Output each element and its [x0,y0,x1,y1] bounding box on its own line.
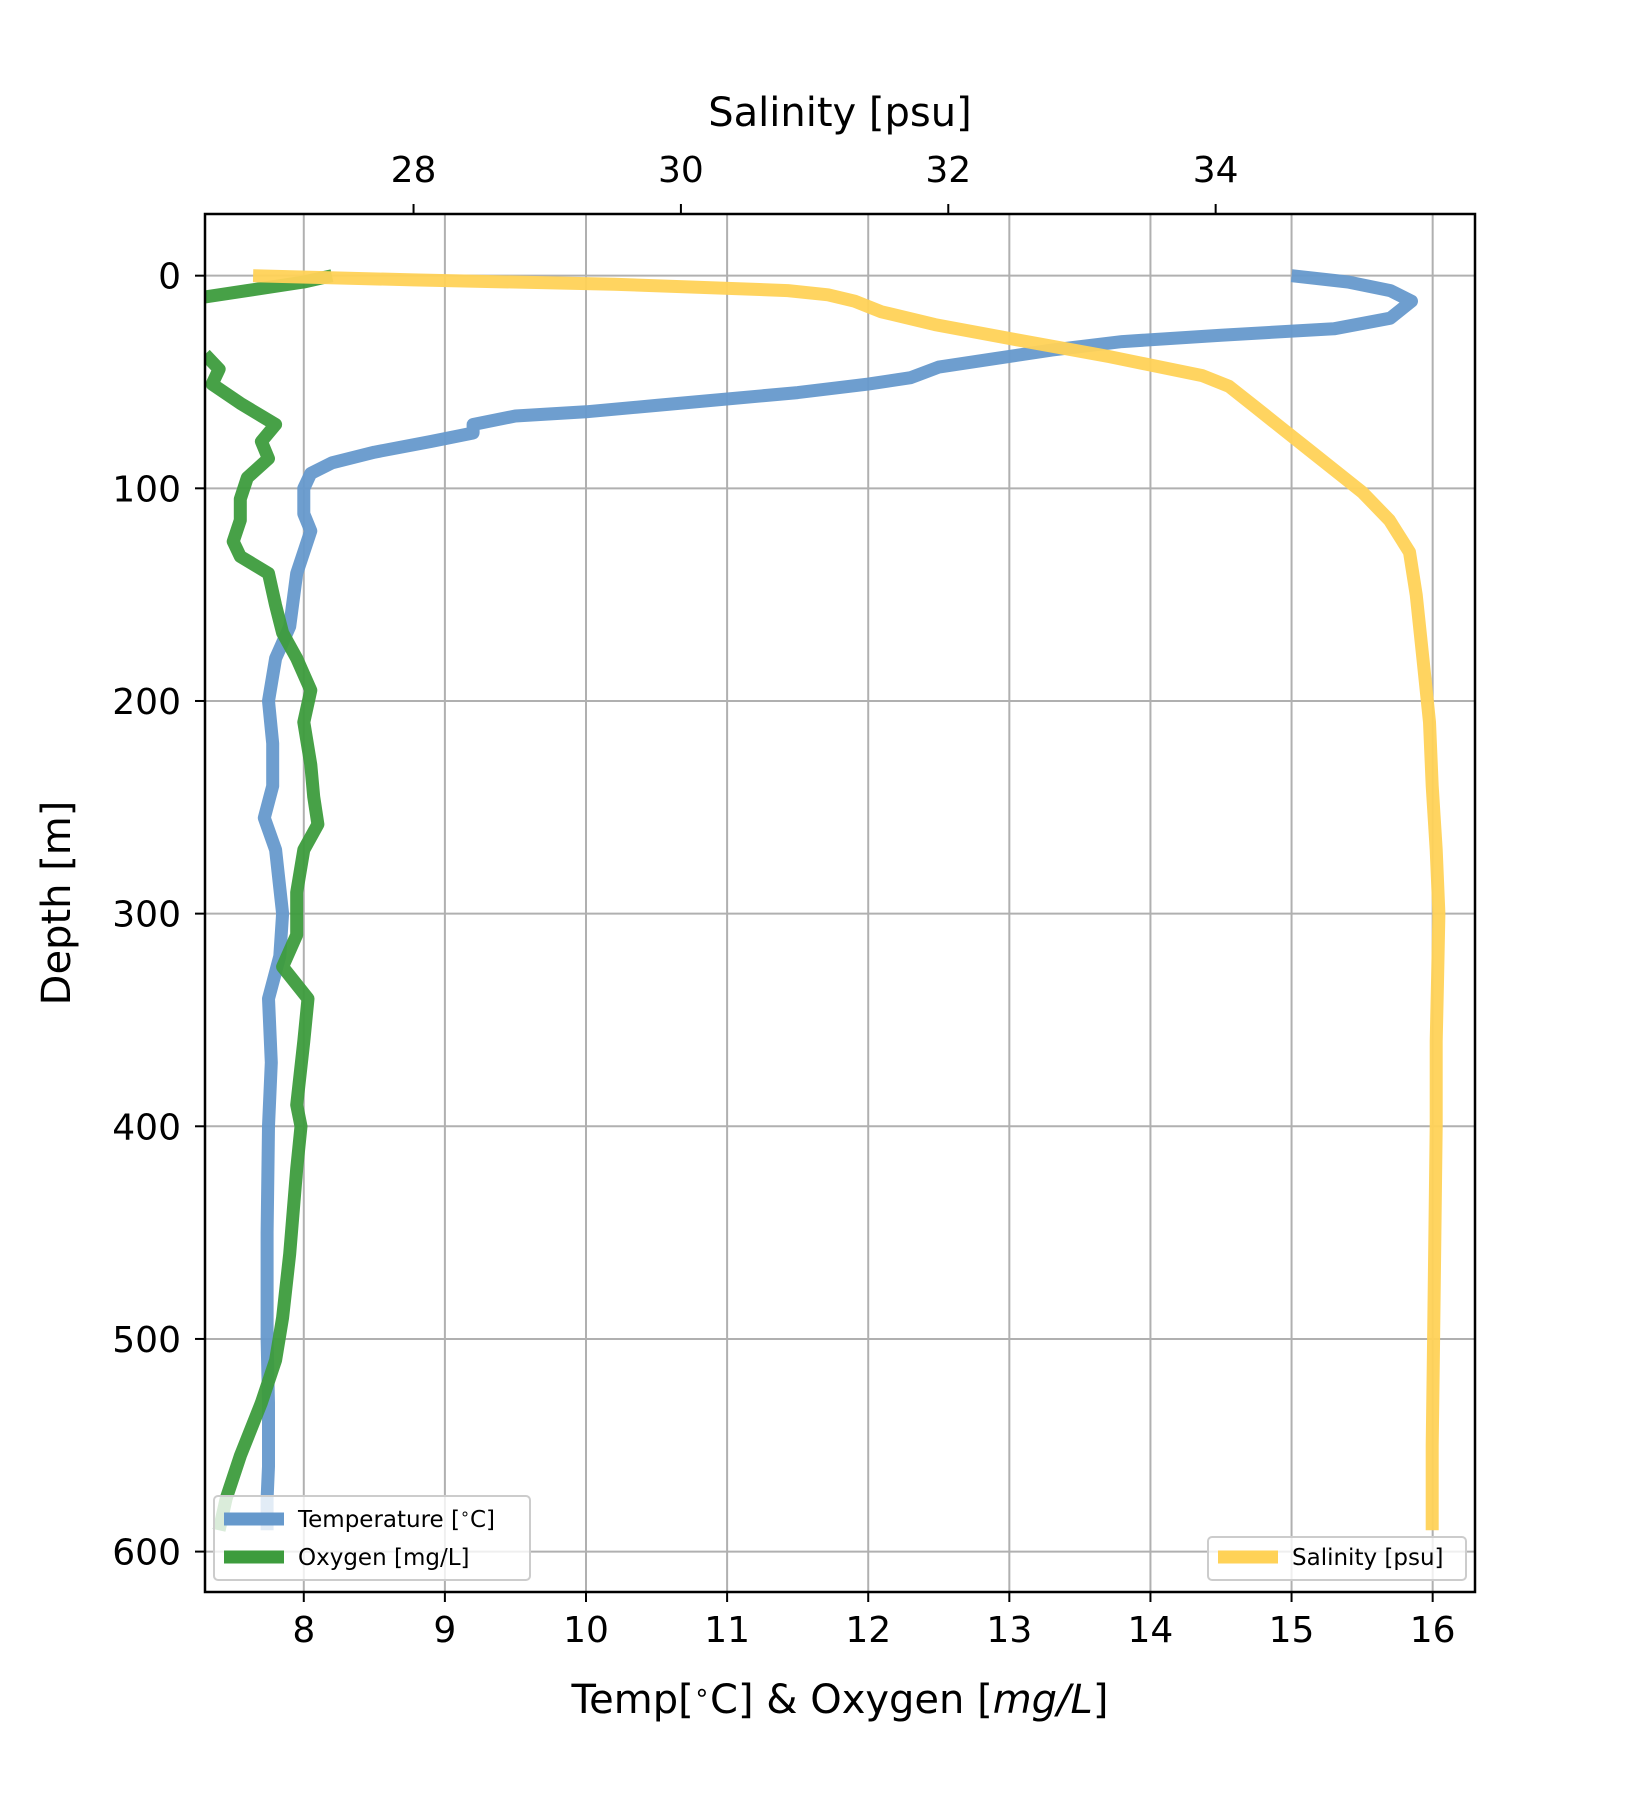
y-tick-label: 600 [112,1533,181,1574]
legend-label-oxygen: Oxygen [mg/L] [298,1545,469,1571]
y-tick-label: 0 [158,257,181,298]
x-tick-label-bottom: 16 [1410,1610,1456,1651]
series-line-temperature [257,269,1418,1531]
x-tick-label-top: 28 [391,150,437,191]
y-axis-title: Depth [m] [34,801,80,1006]
series-layer [205,269,1446,1532]
x-tick-label-bottom: 13 [986,1610,1032,1651]
x-tick-label-bottom: 8 [292,1610,315,1651]
y-tick-label: 500 [112,1320,181,1361]
x-tick-label-top: 32 [925,150,971,191]
series-line-salinity [252,269,1446,1531]
y-tick-label: 300 [112,895,181,936]
y-tick-label: 200 [112,682,181,723]
x-axis-title-top: Salinity [psu] [708,90,971,136]
legend-box [213,1495,531,1581]
grid-lines [205,214,1475,1592]
legend-label-temperature: Temperature [∘C] [297,1504,495,1533]
y-tick-label: 400 [112,1107,181,1148]
plot-frame [203,212,1477,1594]
legend-lower-left: Temperature [∘C] Oxygen [mg/L] [213,1495,531,1581]
x-tick-label-bottom: 9 [433,1610,456,1651]
x-axis-title-bottom: Temp[∘C] & Oxygen [mg/L] [571,1677,1109,1723]
legend-box [1207,1536,1467,1581]
legend-lower-right: Salinity [psu] [1207,1536,1467,1581]
x-tick-label-bottom: 14 [1128,1610,1174,1651]
x-tick-label-top: 34 [1193,150,1239,191]
y-tick-label: 100 [112,469,181,510]
x-tick-label-top: 30 [658,150,704,191]
ticks-layer: 8 9 10 11 12 13 14 15 16 0 100 200 300 400 500 600 28 30 3… [112,150,1455,1651]
x-tick-label-bottom: 10 [563,1610,609,1651]
legend-label-salinity: Salinity [psu] [1292,1545,1444,1571]
x-tick-label-bottom: 15 [1269,1610,1315,1651]
x-tick-label-bottom: 12 [845,1610,891,1651]
x-tick-label-bottom: 11 [704,1610,750,1651]
